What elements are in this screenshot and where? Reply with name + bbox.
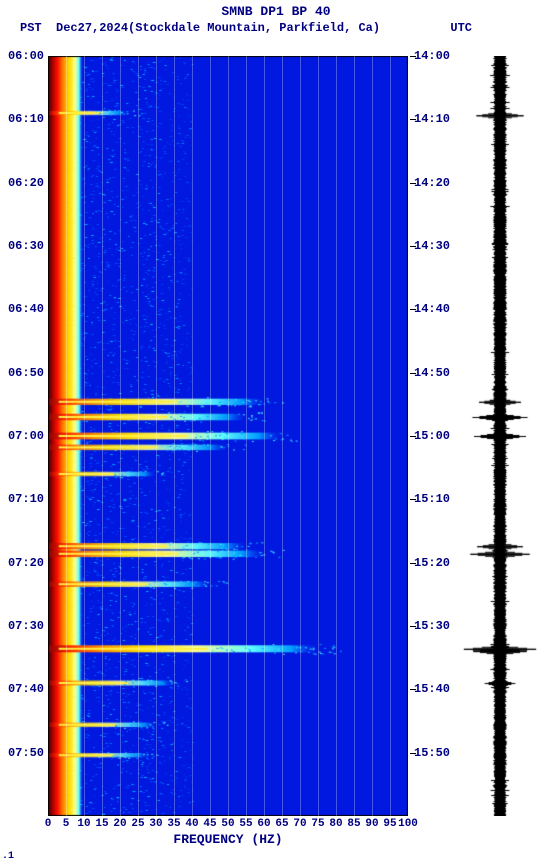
left-tick-label: 07:30: [8, 619, 44, 633]
left-time-axis-pst: 06:0006:1006:2006:3006:4006:5007:0007:10…: [0, 56, 46, 816]
x-tick-label: 100: [398, 818, 418, 830]
frequency-axis: 0510152025303540455055606570758085909510…: [48, 818, 408, 852]
seismogram-canvas: [462, 56, 538, 816]
x-tick-label: 50: [221, 818, 234, 830]
x-tick-label: 55: [239, 818, 252, 830]
left-tick-label: 06:30: [8, 239, 44, 253]
right-tick-label: 14:20: [414, 176, 450, 190]
x-tick-label: 0: [45, 818, 52, 830]
x-tick-label: 80: [329, 818, 342, 830]
footer-mark: .1: [2, 851, 14, 862]
chart-header: SMNB DP1 BP 40 PST Dec27,2024(Stockdale …: [0, 0, 552, 36]
x-tick-label: 85: [347, 818, 360, 830]
right-tick-label: 15:20: [414, 556, 450, 570]
left-tick-label: 07:00: [8, 429, 44, 443]
x-tick-label: 75: [311, 818, 324, 830]
x-tick-label: 5: [63, 818, 70, 830]
left-tick-label: 06:10: [8, 112, 44, 126]
right-tick-label: 14:50: [414, 366, 450, 380]
right-tick-label: 14:40: [414, 302, 450, 316]
x-tick-label: 45: [203, 818, 216, 830]
right-tick-label: 14:00: [414, 49, 450, 63]
right-tick-label: 14:10: [414, 112, 450, 126]
x-tick-label: 25: [131, 818, 144, 830]
right-tick-label: 14:30: [414, 239, 450, 253]
x-tick-label: 15: [95, 818, 108, 830]
chart-subtitle-row: PST Dec27,2024(Stockdale Mountain, Parkf…: [0, 21, 552, 37]
x-tick-label: 70: [293, 818, 306, 830]
x-tick-label: 35: [167, 818, 180, 830]
right-tick-label: 15:40: [414, 682, 450, 696]
left-tick-label: 07:20: [8, 556, 44, 570]
right-tick-label: 15:50: [414, 746, 450, 760]
left-tick-label: 07:50: [8, 746, 44, 760]
x-tick-label: 90: [365, 818, 378, 830]
x-tick-label: 60: [257, 818, 270, 830]
left-tick-label: 07:10: [8, 492, 44, 506]
left-tick-label: 06:00: [8, 49, 44, 63]
right-time-axis-utc: 14:0014:1014:2014:3014:4014:5015:0015:10…: [412, 56, 458, 816]
x-tick-label: 65: [275, 818, 288, 830]
spectrogram-canvas: [48, 56, 408, 816]
x-tick-label: 40: [185, 818, 198, 830]
x-tick-label: 20: [113, 818, 126, 830]
left-tick-label: 06:20: [8, 176, 44, 190]
right-tick-label: 15:00: [414, 429, 450, 443]
left-tick-label: 06:50: [8, 366, 44, 380]
left-tick-label: 06:40: [8, 302, 44, 316]
x-tick-label: 10: [77, 818, 90, 830]
left-tick-label: 07:40: [8, 682, 44, 696]
x-tick-label: 95: [383, 818, 396, 830]
chart-title: SMNB DP1 BP 40: [0, 4, 552, 21]
tz-right-label: UTC: [450, 21, 472, 37]
spectrogram-plot: [48, 56, 408, 816]
tz-left-label: PST Dec27,2024(Stockdale Mountain, Parkf…: [20, 21, 380, 37]
right-tick-label: 15:10: [414, 492, 450, 506]
frequency-axis-title: FREQUENCY (HZ): [48, 832, 408, 847]
x-tick-label: 30: [149, 818, 162, 830]
right-tick-label: 15:30: [414, 619, 450, 633]
seismogram-trace: [462, 56, 538, 816]
